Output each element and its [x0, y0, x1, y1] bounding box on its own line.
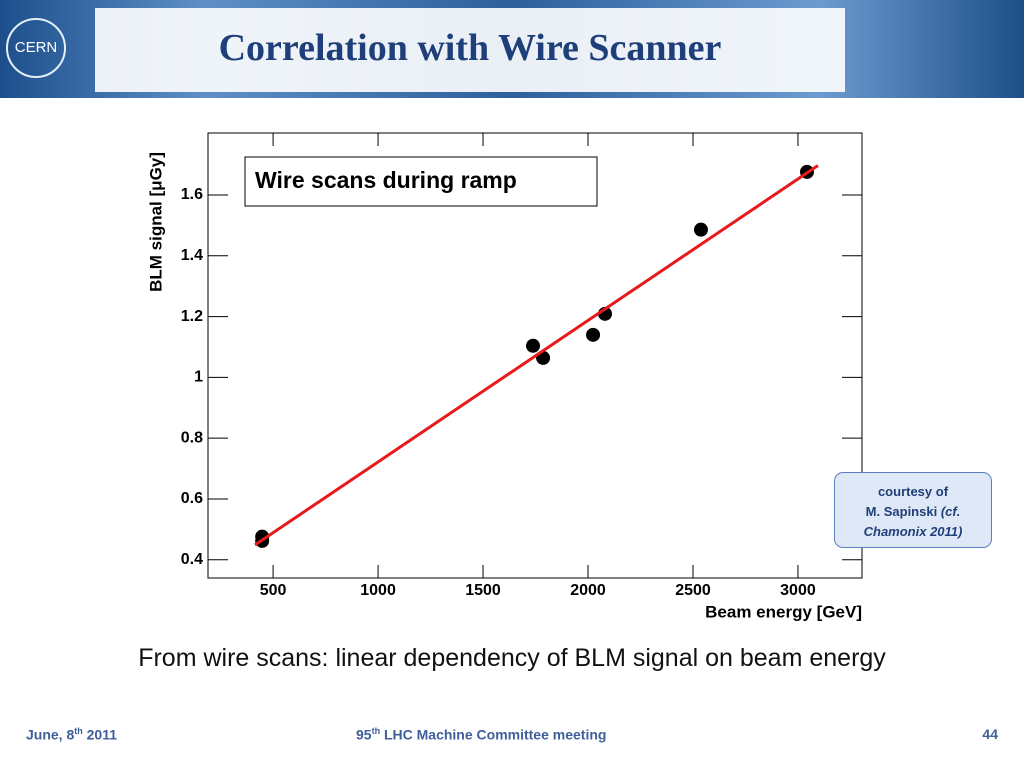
x-axis-label: Beam energy [GeV]	[705, 602, 862, 621]
y-tick-label: 1	[194, 369, 203, 386]
logo: CERN	[6, 18, 66, 78]
x-tick-label: 1500	[465, 582, 501, 599]
plot-frame	[207, 132, 863, 579]
title-background	[95, 8, 845, 92]
credit-box: courtesy of M. Sapinski (cf. Chamonix 20…	[834, 472, 992, 548]
annotation: Wire scans during ramp	[255, 167, 517, 193]
y-axis-label: BLM signal [μGy]	[146, 152, 165, 292]
y-tick-label: 1.2	[181, 308, 203, 325]
data-point	[586, 327, 601, 342]
annotation-box	[244, 156, 598, 207]
footer-text: 2011	[82, 726, 118, 743]
y-tick-label: 0.4	[181, 551, 203, 568]
credit-text: M. Sapinski	[865, 504, 938, 519]
y-tick-label: 0.8	[181, 429, 203, 446]
x-tick-label: 2000	[570, 582, 606, 599]
y-tick-label: 1.4	[181, 247, 203, 264]
footer-text: 95	[356, 726, 372, 743]
caption: From wire scans: linear dependency of BL…	[138, 644, 886, 672]
footer-text: th	[74, 726, 83, 736]
x-tick-label: 3000	[780, 582, 816, 599]
slide-title: Correlation with Wire Scanner	[218, 27, 722, 69]
footer-text: th	[371, 726, 381, 736]
x-tick-label: 1000	[360, 582, 396, 599]
footer-date: June, 8th 2011	[26, 726, 117, 743]
x-tick-label: 500	[260, 582, 287, 599]
credit-text: Chamonix 2011)	[863, 524, 963, 539]
footer-text: LHC Machine Committee meeting	[380, 726, 607, 743]
y-tick-label: 0.6	[181, 490, 203, 507]
footer-event: 95th LHC Machine Committee meeting	[356, 726, 606, 743]
y-tick-label: 1.6	[181, 186, 203, 203]
x-tick-label: 2500	[675, 582, 711, 599]
credit-text: (cf.	[940, 504, 961, 519]
data-point	[526, 338, 541, 353]
data-point	[693, 222, 708, 237]
credit-text: courtesy of	[877, 484, 949, 499]
footer-text: June, 8	[26, 726, 75, 743]
page-number: 44	[982, 726, 998, 742]
fit-line	[254, 164, 819, 547]
